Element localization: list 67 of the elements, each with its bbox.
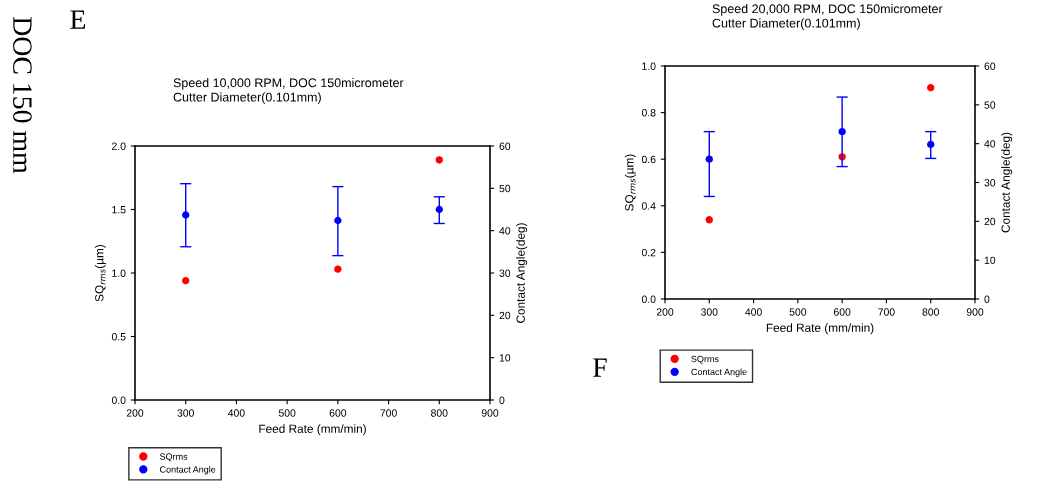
y-tick-label: 1.0: [642, 62, 656, 70]
y-tick-label: 0.4: [641, 202, 656, 210]
point: [435, 156, 443, 164]
y-tick-label: 1.5: [112, 206, 126, 214]
point: [334, 216, 342, 225]
legend-label: SQrms: [691, 355, 719, 364]
x-tick-label: 700: [878, 308, 895, 316]
x-tick-label: 200: [656, 308, 674, 316]
y2-axis-title: Contact Angle(deg): [516, 223, 528, 323]
point: [435, 205, 443, 214]
y2-tick-label: 30: [984, 179, 996, 187]
y-axis-title: SQ$_{rms}$(µm): [624, 154, 636, 211]
y2-tick-label: 60: [984, 62, 996, 70]
text: DOC 150 mm: [13, 17, 32, 174]
x-tick-label: 200: [126, 409, 144, 417]
y-tick-label: 0.0: [641, 295, 656, 303]
y-tick-label: 0.2: [641, 248, 656, 257]
x-tick-label: 600: [833, 308, 851, 316]
chart-title: Speed 20,000 RPM, DOC 150micrometer Cutter Diameter(0.101mm): [712, 4, 943, 31]
y2-tick-label: 0: [499, 396, 505, 404]
x-tick-label: 500: [789, 308, 807, 316]
y-tick-label: 0.8: [641, 109, 656, 117]
y2-axis-title: Contact Angle(deg): [1001, 132, 1013, 233]
x-tick-label: 400: [227, 409, 245, 417]
x-tick-label: 400: [745, 308, 762, 316]
point: [927, 83, 935, 92]
y2-tick-label: 30: [499, 269, 511, 277]
y2-tick-label: 10: [984, 256, 996, 265]
y2-tick-label: 40: [499, 227, 511, 235]
x-tick-label: 700: [380, 409, 397, 417]
text: F: [593, 358, 607, 377]
x-tick-label: 900: [966, 308, 984, 316]
legend-label: SQrms: [159, 453, 188, 462]
x-tick-label: 300: [177, 409, 194, 417]
point: [927, 140, 935, 149]
y-tick-label: 0.6: [641, 155, 656, 164]
legend-label: Contact Angle: [691, 368, 747, 377]
y2-tick-label: 50: [984, 101, 996, 109]
x-tick-label: 800: [922, 308, 939, 316]
x-tick-label: 900: [481, 409, 499, 417]
x-tick-label: 800: [431, 409, 448, 417]
chart-title: Speed 10,000 RPM, DOC 150micrometer Cutter Diameter(0.101mm): [173, 78, 404, 105]
point: [705, 216, 713, 224]
y2-tick-label: 60: [499, 142, 511, 150]
x-tick-label: 600: [329, 409, 347, 417]
text: E: [70, 10, 86, 29]
y2-tick-label: 50: [499, 184, 511, 193]
x-axis-title: Feed Rate (mm/min): [766, 323, 874, 335]
point: [705, 155, 713, 163]
point: [182, 276, 190, 285]
y2-tick-label: 0: [984, 295, 990, 303]
x-axis-title: Feed Rate (mm/min): [259, 424, 366, 436]
y-tick-label: 1.0: [112, 269, 126, 277]
y-tick-label: 0.5: [111, 333, 126, 341]
y-tick-label: 0.0: [111, 396, 126, 404]
point: [838, 127, 846, 136]
x-tick-label: 500: [278, 409, 296, 417]
x-tick-label: 300: [700, 308, 718, 316]
y2-tick-label: 10: [499, 354, 511, 362]
y2-tick-label: 20: [984, 217, 996, 226]
y-axis-title: SQ$_{rms}$(µm): [94, 244, 106, 302]
point: [182, 211, 190, 219]
y-tick-label: 2.0: [112, 142, 126, 150]
y2-tick-label: 40: [984, 140, 996, 148]
y2-tick-label: 20: [499, 311, 511, 320]
legend-label: Contact Angle: [160, 466, 216, 475]
point: [334, 265, 342, 273]
